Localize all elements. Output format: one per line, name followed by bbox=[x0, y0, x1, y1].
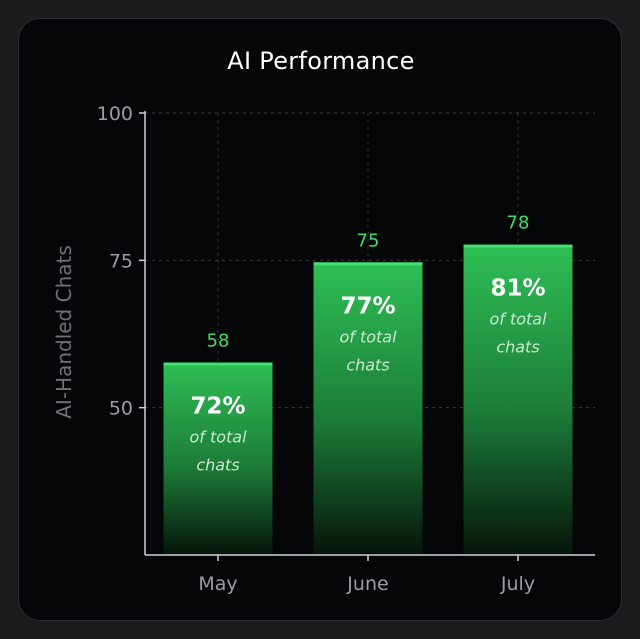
y-axis-label: AI-Handled Chats bbox=[52, 245, 76, 419]
y-tick-label: 75 bbox=[109, 250, 133, 272]
data-label-share: 72% bbox=[190, 394, 245, 420]
y-tick-label: 50 bbox=[109, 398, 133, 420]
share-caption-line1: of total bbox=[339, 327, 397, 346]
data-label-value: 58 bbox=[207, 331, 230, 352]
share-caption-line1: of total bbox=[489, 310, 547, 329]
share-caption-line1: of total bbox=[189, 428, 247, 447]
axes bbox=[139, 111, 595, 561]
x-tick-label: May bbox=[198, 573, 237, 595]
bar-top-highlight-may bbox=[163, 362, 273, 366]
chart-card: AI Performance 58 72% of total chats May 75 77… bbox=[18, 18, 622, 621]
bar-top-highlight-june bbox=[313, 262, 423, 266]
bar-june bbox=[313, 262, 423, 555]
data-label-value: 75 bbox=[357, 230, 380, 251]
data-label-share: 77% bbox=[340, 293, 395, 319]
bar-july bbox=[463, 244, 573, 556]
bar-top-highlight-july bbox=[463, 244, 573, 248]
bars bbox=[163, 244, 573, 556]
share-caption-line2: chats bbox=[346, 355, 389, 374]
x-tick-label: June bbox=[346, 573, 388, 595]
x-tick-label: July bbox=[500, 573, 535, 595]
data-label-value: 78 bbox=[507, 213, 530, 234]
share-caption-line2: chats bbox=[496, 338, 539, 357]
bar-may bbox=[163, 362, 273, 555]
labels: 58 72% of total chats May 75 77% of total chats J… bbox=[52, 103, 547, 595]
y-tick-label: 100 bbox=[97, 103, 133, 125]
bar-chart: 58 72% of total chats May 75 77% of total chats J… bbox=[52, 103, 595, 595]
chart-title: AI Performance bbox=[227, 47, 415, 75]
data-label-share: 81% bbox=[490, 276, 545, 302]
share-caption-line2: chats bbox=[196, 456, 239, 475]
